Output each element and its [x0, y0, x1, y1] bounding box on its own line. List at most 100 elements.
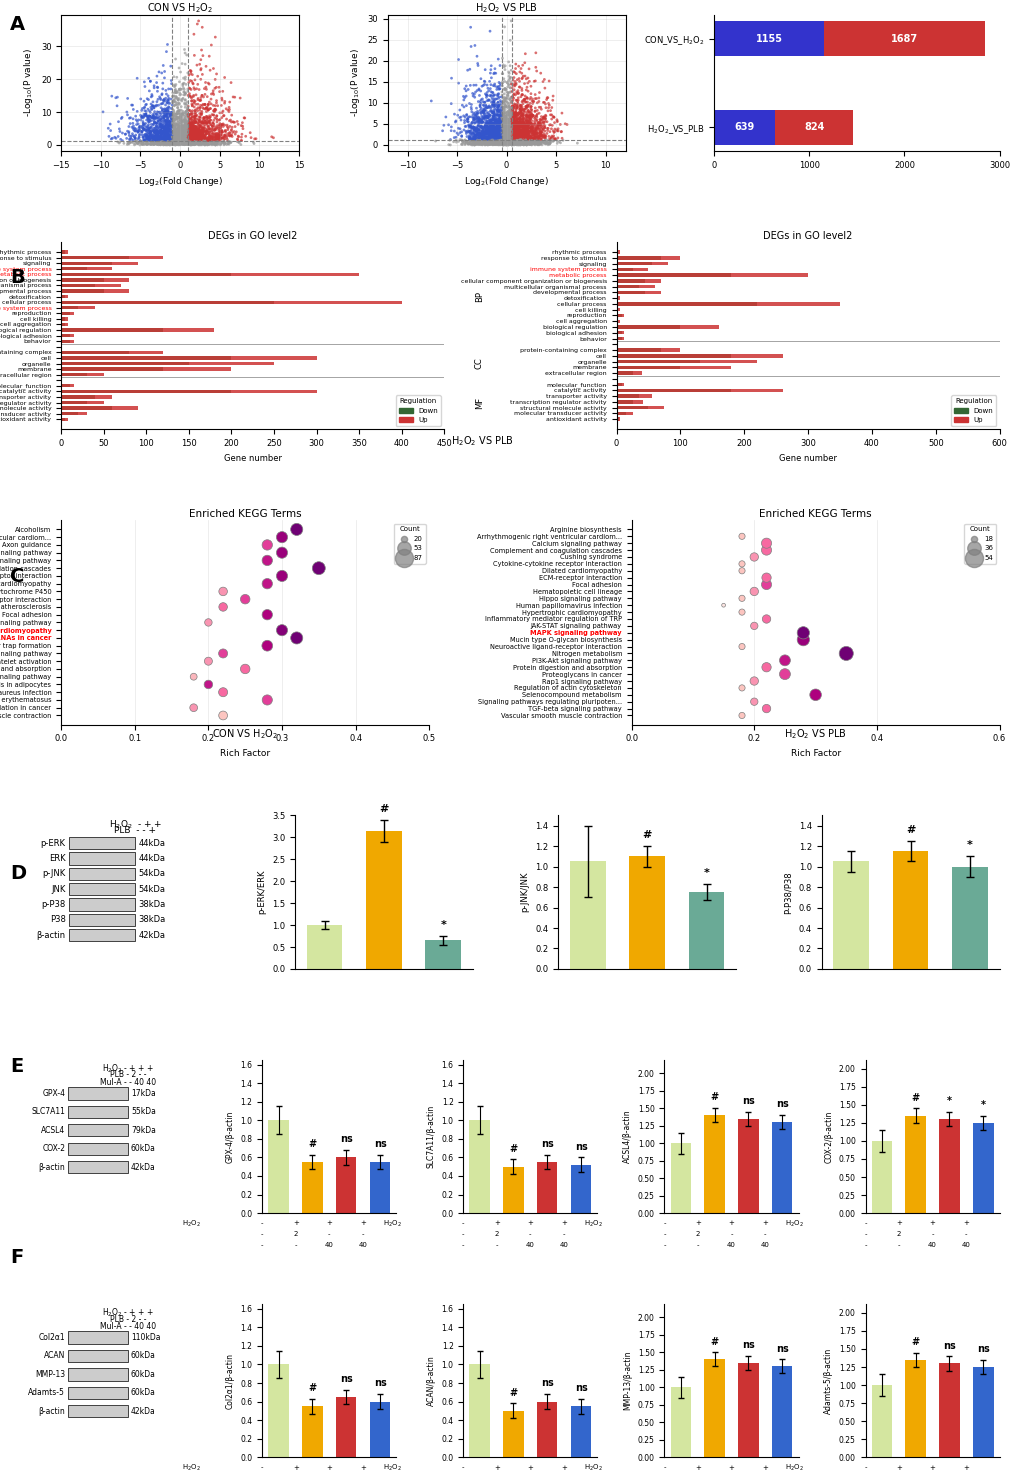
Point: [182, 132, 199, 156]
Point: [198, 130, 214, 153]
Bar: [61, 406, 138, 409]
Point: [191, 119, 207, 143]
Point: [512, 110, 528, 134]
Point: [493, 116, 510, 140]
Point: [500, 102, 517, 125]
Point: [478, 127, 494, 150]
Point: [211, 109, 227, 132]
Point: [488, 125, 504, 149]
Point: [165, 122, 181, 146]
Point: [180, 130, 197, 153]
Point: [506, 131, 523, 155]
Point: [514, 97, 530, 121]
Point: [489, 118, 505, 141]
Point: [505, 106, 522, 130]
Point: [487, 130, 503, 153]
Point: [133, 115, 150, 138]
Point: [498, 122, 515, 146]
Point: [495, 124, 512, 147]
Point: [496, 125, 513, 149]
Point: [164, 125, 180, 149]
Point: [146, 77, 162, 100]
Text: +: +: [928, 1220, 934, 1226]
Point: [512, 122, 528, 146]
Point: [499, 127, 516, 150]
Point: [489, 84, 505, 107]
Point: [510, 124, 526, 147]
Point: [181, 127, 198, 150]
Point: [492, 107, 508, 131]
Point: [483, 124, 499, 147]
Point: [221, 121, 237, 144]
Point: [486, 74, 502, 97]
Point: [193, 130, 209, 153]
Point: [519, 128, 535, 152]
Point: [491, 131, 507, 155]
Point: [190, 87, 206, 110]
Point: [518, 128, 534, 152]
Bar: [61, 284, 120, 287]
Point: [465, 130, 481, 153]
Bar: [68, 838, 136, 849]
Point: [127, 124, 144, 147]
Point: [163, 127, 179, 150]
Point: [156, 97, 172, 121]
Point: [169, 91, 185, 115]
Point: [488, 131, 504, 155]
Point: [493, 110, 510, 134]
Point: [459, 109, 475, 132]
Point: [476, 122, 492, 146]
Point: [149, 119, 165, 143]
Point: [192, 96, 208, 119]
Point: [498, 116, 515, 140]
Point: [170, 100, 186, 124]
Point: [208, 131, 224, 155]
Point: [502, 132, 519, 156]
Point: [162, 127, 178, 150]
Point: [140, 105, 156, 128]
Point: [505, 128, 522, 152]
Point: [461, 131, 477, 155]
Point: [506, 69, 523, 93]
Point: [521, 115, 537, 138]
Point: [162, 132, 178, 156]
Point: [490, 131, 506, 155]
Point: [542, 99, 558, 122]
Point: [485, 93, 501, 116]
Point: [513, 131, 529, 155]
Point: [221, 131, 237, 155]
Point: [503, 99, 520, 122]
Point: [155, 124, 171, 147]
Point: [202, 59, 218, 82]
Point: [147, 127, 163, 150]
Point: [532, 121, 548, 144]
Point: [185, 132, 202, 156]
Point: [496, 124, 513, 147]
Point: [522, 132, 538, 156]
Point: [503, 72, 520, 96]
Point: [521, 127, 537, 150]
Point: [483, 121, 499, 144]
Point: [514, 119, 530, 143]
Point: [493, 119, 510, 143]
Point: [190, 132, 206, 156]
Point: [141, 121, 157, 144]
Point: [513, 119, 529, 143]
Point: [184, 115, 201, 138]
Point: [470, 132, 486, 156]
Point: [537, 125, 553, 149]
Point: [518, 131, 534, 155]
Point: [476, 69, 492, 93]
Point: [515, 131, 531, 155]
Point: [497, 124, 514, 147]
Point: [478, 113, 494, 137]
Point: [506, 112, 523, 135]
Point: [464, 116, 480, 140]
Point: [483, 87, 499, 110]
Point: [199, 127, 215, 150]
Point: [175, 132, 192, 156]
Point: [494, 112, 511, 135]
Point: [495, 121, 512, 144]
Text: *: *: [966, 841, 972, 851]
Point: [497, 124, 514, 147]
